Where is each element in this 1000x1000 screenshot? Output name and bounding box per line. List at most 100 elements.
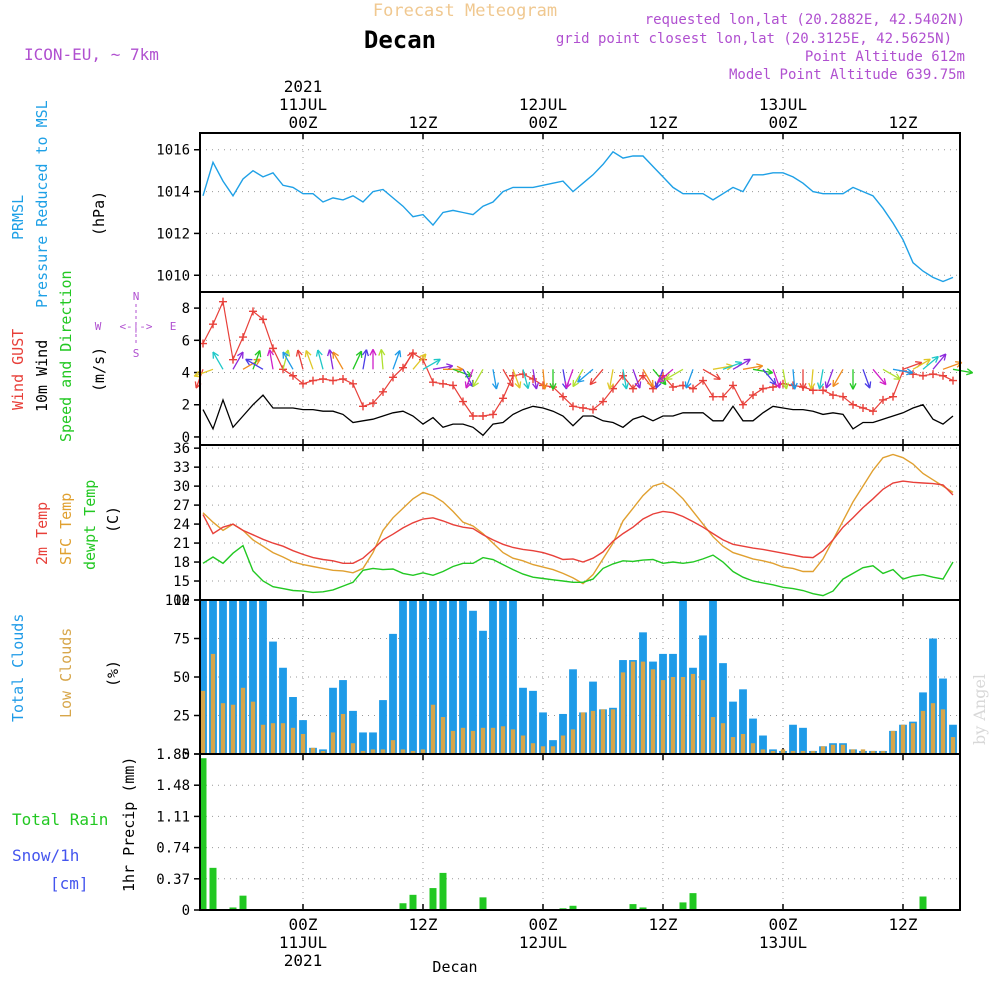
- wind-arrow-head: [589, 377, 597, 386]
- wind-direction-arrow: [245, 358, 264, 370]
- wind-direction-arrow: [942, 361, 963, 370]
- gust-marker: [369, 399, 377, 408]
- cloud-total-bar: [379, 700, 387, 754]
- panel-4: 0 0.37 0.74 1.11 1.48 1.85: [156, 747, 960, 919]
- wind-arrow-head: [824, 381, 832, 389]
- y-tick-label: 15: [173, 574, 190, 590]
- gust-marker: [599, 397, 607, 406]
- gust-marker: [569, 402, 577, 411]
- cloud-low-bar: [450, 730, 456, 754]
- grid-point-coords: grid point closest lon,lat (20.3125E, 42…: [556, 31, 952, 47]
- gust-line: [202, 299, 954, 417]
- cloud-low-bar: [940, 709, 946, 754]
- precip-side-labels: Total Rain Snow/1h [cm] 1hr Precip (mm): [12, 757, 138, 893]
- wind-arrow-head: [237, 351, 244, 359]
- gust-marker: [759, 384, 767, 393]
- cloud-low-bar: [560, 735, 566, 754]
- rain-bar: [569, 905, 577, 910]
- panel-3: 0 25 50 75 100: [165, 593, 960, 763]
- cloud-low-bar: [500, 726, 506, 754]
- wind-direction-arrow: [472, 368, 484, 387]
- wind-arrow-head: [419, 353, 427, 361]
- precip-label-3: [cm]: [50, 874, 89, 893]
- wind-direction-arrow: [772, 369, 781, 389]
- wind-arrow-head: [684, 381, 692, 389]
- wind-direction-arrow: [572, 368, 584, 387]
- rain-bar: [209, 867, 217, 910]
- bottom-tick-label: 00Z: [529, 915, 558, 934]
- cloud-low-bar: [420, 749, 426, 754]
- top-date-label: 12JUL: [519, 95, 567, 114]
- top-tick-label: 12Z: [649, 113, 678, 132]
- wind-direction-arrow: [565, 369, 574, 389]
- cloud-low-bar: [210, 653, 216, 754]
- wind-arrow-head: [491, 382, 500, 390]
- cloud-low-bar: [760, 749, 766, 754]
- panel-2: 12 15 18 21 24 27 30 33 36: [173, 441, 960, 609]
- wind-direction-arrow: [542, 369, 546, 390]
- wind-arrow-head: [774, 381, 782, 389]
- y-tick-label: 0: [182, 430, 190, 446]
- cloud-low-bar: [690, 673, 696, 754]
- gust-marker: [819, 386, 827, 395]
- cloud-total-bar: [489, 600, 497, 754]
- cloud-low-bar: [300, 733, 306, 754]
- compass-east: E: [170, 320, 177, 333]
- cloud-low-bar: [340, 713, 346, 754]
- wind-arrow-head: [939, 353, 947, 361]
- wind-arrow-head: [433, 358, 441, 366]
- wind-arrow-head: [464, 381, 472, 389]
- cloud-low-bar: [580, 712, 586, 754]
- wind-label-2: 10m Wind: [33, 340, 51, 412]
- point-altitude: Point Altitude 612m: [805, 49, 965, 65]
- wind-arrow-head: [864, 381, 872, 389]
- y-tick-label: 8: [182, 301, 190, 317]
- cloud-low-bar: [780, 749, 786, 754]
- bottom-tick-label: 12Z: [649, 915, 678, 934]
- cloud-total-bar: [419, 600, 427, 754]
- gust-marker: [469, 412, 477, 421]
- rain-bar: [629, 904, 637, 910]
- wind-arrow-head: [849, 383, 857, 390]
- wind-side-labels: Wind GUST 10m Wind Speed and Direction (…: [9, 270, 176, 442]
- gust-marker: [889, 392, 897, 401]
- y-tick-label: 1.85: [156, 747, 190, 763]
- wind-direction-arrow: [825, 369, 834, 389]
- wind-direction-arrow: [792, 369, 796, 390]
- cloud-low-bar: [640, 661, 646, 754]
- gust-marker: [619, 371, 627, 380]
- cloud-total-bar: [469, 610, 477, 754]
- cloud-low-bar: [510, 729, 516, 754]
- gust-marker: [949, 376, 957, 385]
- wind-arrow-head: [923, 358, 931, 366]
- gust-marker: [219, 297, 227, 306]
- wind-arrow-head: [378, 349, 386, 356]
- wind-direction-arrow: [532, 369, 538, 390]
- y-tick-label: 30: [173, 479, 190, 495]
- gust-marker: [769, 383, 777, 392]
- wind-arrow-head: [799, 383, 807, 390]
- cloud-total-bar: [479, 630, 487, 754]
- wind-unit: (m/s): [90, 347, 108, 392]
- gust-marker: [589, 405, 597, 414]
- wind-direction-arrow: [252, 350, 261, 370]
- panels: 1010101210141016024681215182124273033360…: [156, 132, 974, 919]
- y-tick-label: 25: [173, 709, 190, 725]
- cloud-low-bar: [670, 677, 676, 754]
- cloud-total-bar: [709, 600, 717, 754]
- gust-marker: [669, 383, 677, 392]
- cloud-total-bar: [559, 713, 567, 754]
- y-tick-label: 24: [173, 517, 190, 533]
- wind-arrow-head: [315, 349, 323, 357]
- cloud-total-bar: [569, 669, 577, 754]
- cloud-total-bar: [739, 689, 747, 754]
- gust-marker: [689, 384, 697, 393]
- cloud-total-bar: [219, 600, 227, 754]
- compass-icon: N S W E <-|->: [95, 290, 177, 360]
- wind-direction-arrow: [632, 369, 641, 389]
- cloud-low-bar: [550, 746, 556, 754]
- y-tick-label: 1012: [156, 226, 190, 242]
- wind-direction-arrow: [352, 350, 363, 370]
- wind-direction-arrow: [317, 349, 324, 370]
- cloud-low-bar: [410, 750, 416, 754]
